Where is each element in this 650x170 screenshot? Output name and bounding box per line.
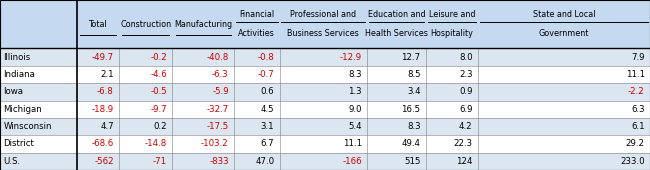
Text: -71: -71 [153, 157, 167, 166]
Text: Business Services: Business Services [287, 29, 359, 38]
Text: 4.2: 4.2 [459, 122, 473, 131]
Text: 8.0: 8.0 [459, 53, 473, 62]
Text: 4.7: 4.7 [100, 122, 114, 131]
Text: 49.4: 49.4 [402, 139, 421, 148]
Text: 6.9: 6.9 [459, 105, 473, 114]
Text: Education and: Education and [368, 10, 425, 19]
Text: -9.7: -9.7 [150, 105, 167, 114]
Text: 0.2: 0.2 [153, 122, 167, 131]
Text: 6.7: 6.7 [261, 139, 274, 148]
Text: -833: -833 [209, 157, 229, 166]
Text: Government: Government [539, 29, 589, 38]
Bar [0, 48, 650, 66]
Text: -0.5: -0.5 [150, 87, 167, 96]
Text: -166: -166 [343, 157, 362, 166]
Text: -68.6: -68.6 [92, 139, 114, 148]
Text: Iowa: Iowa [3, 87, 23, 96]
Text: Illinois: Illinois [3, 53, 31, 62]
Text: -6.3: -6.3 [212, 70, 229, 79]
Text: -4.6: -4.6 [150, 70, 167, 79]
Text: 3.4: 3.4 [407, 87, 421, 96]
Text: Health Services: Health Services [365, 29, 428, 38]
Text: 47.0: 47.0 [255, 157, 274, 166]
Text: Activities: Activities [239, 29, 275, 38]
Text: 9.0: 9.0 [348, 105, 362, 114]
Bar [0, 153, 650, 170]
Text: -17.5: -17.5 [207, 122, 229, 131]
Text: 8.3: 8.3 [407, 122, 421, 131]
Text: Leisure and: Leisure and [428, 10, 475, 19]
Text: Construction: Construction [120, 20, 171, 29]
Text: -562: -562 [94, 157, 114, 166]
Text: -2.2: -2.2 [628, 87, 645, 96]
Text: -0.7: -0.7 [257, 70, 274, 79]
Text: 16.5: 16.5 [402, 105, 421, 114]
Text: 11.1: 11.1 [626, 70, 645, 79]
Text: -40.8: -40.8 [207, 53, 229, 62]
Text: Michigan: Michigan [3, 105, 42, 114]
Text: 3.1: 3.1 [261, 122, 274, 131]
Text: Winsconsin: Winsconsin [3, 122, 52, 131]
Text: 2.3: 2.3 [459, 70, 473, 79]
Text: Total: Total [88, 20, 107, 29]
Text: Professional and: Professional and [291, 10, 356, 19]
Text: -32.7: -32.7 [207, 105, 229, 114]
Text: 11.1: 11.1 [343, 139, 362, 148]
Text: -12.9: -12.9 [340, 53, 362, 62]
Text: U.S.: U.S. [3, 157, 20, 166]
Text: Manufacturing: Manufacturing [174, 20, 232, 29]
Text: State and Local: State and Local [532, 10, 595, 19]
Text: Hospitality: Hospitality [430, 29, 473, 38]
Text: 6.3: 6.3 [631, 105, 645, 114]
Text: 233.0: 233.0 [620, 157, 645, 166]
Text: 7.9: 7.9 [631, 53, 645, 62]
Text: -103.2: -103.2 [201, 139, 229, 148]
Bar [0, 83, 650, 100]
Text: 22.3: 22.3 [454, 139, 473, 148]
Text: 12.7: 12.7 [402, 53, 421, 62]
Text: -18.9: -18.9 [92, 105, 114, 114]
Bar [0, 118, 650, 135]
Text: 29.2: 29.2 [626, 139, 645, 148]
Text: -6.8: -6.8 [97, 87, 114, 96]
Text: -0.8: -0.8 [257, 53, 274, 62]
Text: 2.1: 2.1 [100, 70, 114, 79]
Text: -5.9: -5.9 [212, 87, 229, 96]
Text: 515: 515 [404, 157, 421, 166]
Text: 124: 124 [456, 157, 473, 166]
Text: -0.2: -0.2 [150, 53, 167, 62]
Text: -49.7: -49.7 [92, 53, 114, 62]
Text: -14.8: -14.8 [145, 139, 167, 148]
Text: 8.3: 8.3 [348, 70, 362, 79]
Bar [0, 135, 650, 153]
Text: Financial: Financial [239, 10, 274, 19]
Text: 5.4: 5.4 [348, 122, 362, 131]
Bar [0, 0, 650, 48]
Text: 0.6: 0.6 [261, 87, 274, 96]
Text: 4.5: 4.5 [261, 105, 274, 114]
Bar [0, 100, 650, 118]
Text: 0.9: 0.9 [459, 87, 473, 96]
Text: Indiana: Indiana [3, 70, 35, 79]
Text: 8.5: 8.5 [407, 70, 421, 79]
Text: 6.1: 6.1 [631, 122, 645, 131]
Text: 1.3: 1.3 [348, 87, 362, 96]
Bar [0, 66, 650, 83]
Text: District: District [3, 139, 34, 148]
